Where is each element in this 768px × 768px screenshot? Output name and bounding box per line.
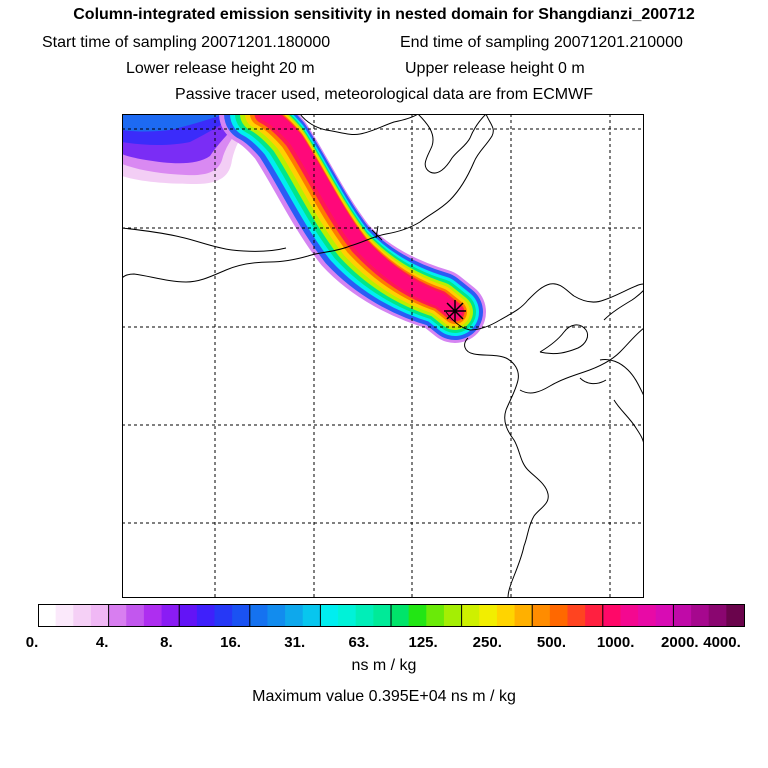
colorbar-cell bbox=[38, 604, 57, 627]
colorbar-cell bbox=[532, 604, 551, 627]
colorbar-cell bbox=[302, 604, 321, 627]
colorbar-cell bbox=[620, 604, 639, 627]
colorbar-cell bbox=[496, 604, 515, 627]
colorbar-cell bbox=[391, 604, 410, 627]
colorbar-cell bbox=[161, 604, 180, 627]
colorbar-cell bbox=[373, 604, 392, 627]
colorbar-cell bbox=[567, 604, 586, 627]
colorbar-cell bbox=[638, 604, 657, 627]
colorbar-cell bbox=[691, 604, 710, 627]
colorbar-cell bbox=[408, 604, 427, 627]
release-site-star bbox=[444, 300, 466, 322]
colorbar-cell bbox=[90, 604, 109, 627]
lat-lon-grid bbox=[122, 114, 644, 598]
colorbar-tick-label: 125. bbox=[408, 634, 438, 651]
colorbar-cell bbox=[655, 604, 674, 627]
colorbar-cell bbox=[320, 604, 339, 627]
colorbar-cell bbox=[355, 604, 374, 627]
colorbar-cell bbox=[267, 604, 286, 627]
tracer-note: Passive tracer used, meteorological data… bbox=[175, 86, 593, 103]
page-title: Column-integrated emission sensitivity i… bbox=[73, 6, 695, 23]
colorbar-tick-label: 500. bbox=[536, 634, 567, 651]
colorbar-tick-label: 4. bbox=[95, 634, 109, 651]
colorbar-tick-label: 0. bbox=[25, 634, 39, 651]
colorbar-tick-label: 250. bbox=[472, 634, 502, 651]
colorbar-cell bbox=[443, 604, 462, 627]
colorbar-cell bbox=[55, 604, 74, 627]
colorbar-cell bbox=[179, 604, 198, 627]
colorbar-cell bbox=[479, 604, 498, 627]
colorbar-tick-label: 31. bbox=[284, 634, 306, 651]
colorbar-tick-label: 2000. bbox=[661, 634, 699, 651]
lower-release-height-label: Lower release height 20 m bbox=[126, 60, 315, 77]
upper-release-height-label: Upper release height 0 m bbox=[405, 60, 585, 77]
colorbar-cell bbox=[585, 604, 604, 627]
colorbar-units: ns m / kg bbox=[351, 657, 417, 674]
colorbar-cell bbox=[461, 604, 480, 627]
colorbar-cell bbox=[673, 604, 692, 627]
colorbar-cell bbox=[143, 604, 162, 627]
colorbar-cell bbox=[426, 604, 445, 627]
colorbar-cell bbox=[196, 604, 215, 627]
colorbar-cell bbox=[214, 604, 233, 627]
colorbar-tick-label: 1000. bbox=[596, 634, 635, 651]
map-frame bbox=[122, 114, 644, 598]
colorbar-frame bbox=[38, 604, 745, 627]
map-plot-area bbox=[122, 114, 644, 598]
colorbar-cell bbox=[126, 604, 145, 627]
colorbar-cell bbox=[708, 604, 727, 627]
colorbar-cell bbox=[108, 604, 127, 627]
colorbar-cell bbox=[232, 604, 251, 627]
maximum-value-label: Maximum value 0.395E+04 ns m / kg bbox=[252, 688, 516, 705]
colorbar-tick-label: 4000. bbox=[703, 634, 741, 651]
colorbar-cell bbox=[726, 604, 745, 627]
colorbar-tick-label: 16. bbox=[220, 634, 241, 651]
colorbar-cell bbox=[338, 604, 357, 627]
colorbar-cell bbox=[549, 604, 568, 627]
colorbar-cell bbox=[285, 604, 304, 627]
colorbar-tick-label: 8. bbox=[160, 634, 173, 651]
colorbar-cell bbox=[602, 604, 621, 627]
sensitivity-plume bbox=[219, 114, 486, 343]
colorbar-tick-label: 63. bbox=[348, 634, 370, 651]
colorbar-cells bbox=[38, 604, 745, 627]
sensitivity-field-low bbox=[122, 114, 262, 184]
sampling-start-label: Start time of sampling 20071201.180000 bbox=[42, 34, 331, 51]
colorbar-cell bbox=[249, 604, 268, 627]
sampling-end-label: End time of sampling 20071201.210000 bbox=[400, 34, 683, 51]
colorbar-cell bbox=[73, 604, 92, 627]
colorbar-cell bbox=[514, 604, 533, 627]
